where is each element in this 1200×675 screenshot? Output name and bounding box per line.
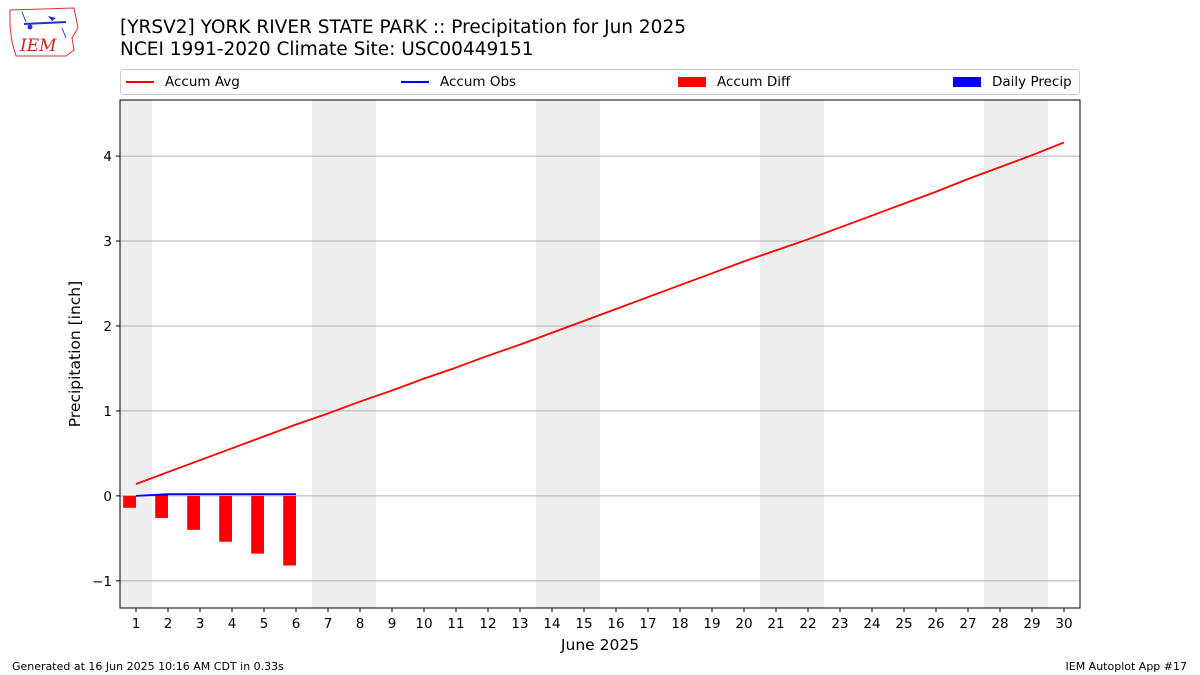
x-tick-label: 22 — [799, 616, 816, 632]
weekend-band — [568, 100, 600, 608]
y-tick-label: 4 — [103, 149, 112, 165]
logo-text: IEM — [19, 36, 57, 56]
x-tick-label: 1 — [132, 616, 141, 632]
x-tick-label: 9 — [388, 616, 397, 632]
weekend-band — [1016, 100, 1048, 608]
x-tick-label: 26 — [927, 616, 944, 632]
y-tick-label: 3 — [103, 234, 112, 250]
legend-swatch — [126, 81, 154, 83]
bar-accum-diff — [251, 495, 264, 554]
footer-app: IEM Autoplot App #17 — [1065, 660, 1188, 673]
legend: Accum Avg Accum Obs Accum Diff Daily Pre… — [120, 69, 1080, 95]
legend-label: Daily Precip — [992, 74, 1072, 90]
x-tick-label: 24 — [863, 616, 880, 632]
x-tick-label: 11 — [447, 616, 464, 632]
line-accum-obs — [135, 493, 296, 497]
weekend-band — [984, 100, 1016, 608]
x-tick-label: 5 — [260, 616, 269, 632]
x-tick-label: 29 — [1023, 616, 1040, 632]
legend-swatch — [678, 77, 706, 87]
y-tick-label: 1 — [103, 404, 112, 420]
y-tick-label: −1 — [92, 574, 112, 590]
x-tick-label: 20 — [735, 616, 752, 632]
plot-frame — [119, 99, 1081, 609]
legend-item-accum-obs: Accum Obs — [401, 74, 516, 90]
y-tick-label: 0 — [103, 489, 112, 505]
x-tick-label: 7 — [324, 616, 333, 632]
y-tick-label: 2 — [103, 319, 112, 335]
x-tick-label: 23 — [831, 616, 848, 632]
x-tick-label: 10 — [415, 616, 432, 632]
x-tick-label: 18 — [671, 616, 688, 632]
x-tick-label: 15 — [575, 616, 592, 632]
x-tick-label: 28 — [991, 616, 1008, 632]
y-axis-label: Precipitation [inch] — [66, 281, 84, 427]
legend-swatch — [953, 77, 981, 87]
x-tick-label: 8 — [356, 616, 365, 632]
x-tick-label: 17 — [639, 616, 656, 632]
x-tick-label: 12 — [479, 616, 496, 632]
bar-accum-diff — [155, 495, 168, 518]
weekend-band — [344, 100, 376, 608]
bar-accum-diff — [283, 495, 296, 566]
legend-label: Accum Diff — [717, 74, 791, 90]
x-tick-label: 25 — [895, 616, 912, 632]
x-tick-label: 21 — [767, 616, 784, 632]
weekend-band — [120, 100, 152, 608]
bar-accum-diff — [123, 495, 136, 508]
x-tick-label: 19 — [703, 616, 720, 632]
legend-item-daily-precip: Daily Precip — [953, 74, 1072, 90]
bar-accum-diff — [187, 495, 200, 530]
x-tick-label: 30 — [1055, 616, 1072, 632]
x-tick-label: 14 — [543, 616, 560, 632]
weekend-band — [760, 100, 792, 608]
legend-label: Accum Avg — [165, 74, 240, 90]
iowa-map-logo-icon: IEM — [9, 7, 79, 57]
x-tick-label: 6 — [292, 616, 301, 632]
legend-swatch — [401, 81, 429, 83]
chart-title: [YRSV2] YORK RIVER STATE PARK :: Precipi… — [120, 17, 686, 38]
legend-item-accum-avg: Accum Avg — [126, 74, 240, 90]
x-tick-label: 4 — [228, 616, 237, 632]
x-tick-label: 13 — [511, 616, 528, 632]
x-axis-label: June 2025 — [560, 636, 639, 654]
weekend-band — [792, 100, 824, 608]
x-tick-label: 3 — [196, 616, 205, 632]
bar-accum-diff — [219, 495, 232, 542]
iem-logo: IEM — [8, 6, 80, 60]
x-tick-label: 2 — [164, 616, 173, 632]
weekend-band — [312, 100, 344, 608]
weekend-band — [536, 100, 568, 608]
legend-label: Accum Obs — [440, 74, 517, 90]
footer-generated: Generated at 16 Jun 2025 10:16 AM CDT in… — [12, 660, 284, 673]
x-tick-label: 27 — [959, 616, 976, 632]
x-tick-label: 16 — [607, 616, 624, 632]
legend-item-accum-diff: Accum Diff — [678, 74, 790, 90]
chart-subtitle: NCEI 1991-2020 Climate Site: USC00449151 — [120, 39, 534, 60]
line-accum-avg — [135, 141, 1065, 485]
